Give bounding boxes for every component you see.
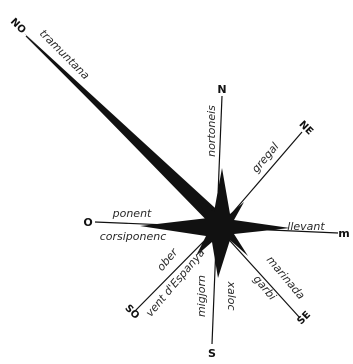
wind-gregal: gregal xyxy=(249,140,281,175)
wind-ponent: ponent xyxy=(112,207,152,220)
cardinal-south: S xyxy=(208,347,216,360)
wind-xaloc: xaloc xyxy=(225,280,238,310)
cardinal-southwest: SO xyxy=(122,303,141,322)
wind-llevant: llevant xyxy=(287,220,325,233)
northwest-spike xyxy=(24,33,226,232)
wind-migjorn: migjorn xyxy=(195,275,208,317)
wind-corsiponenc: corsiponenc xyxy=(100,230,167,243)
cardinal-west: O xyxy=(83,216,92,229)
wind-garbi: garbi xyxy=(251,273,279,303)
cardinal-north: N xyxy=(217,83,226,96)
cardinal-east: m xyxy=(338,227,349,240)
cardinal-southeast: SE xyxy=(295,309,313,327)
wind-nortoneis: nortoneis xyxy=(205,105,218,157)
cardinal-northwest: NO xyxy=(8,16,28,36)
